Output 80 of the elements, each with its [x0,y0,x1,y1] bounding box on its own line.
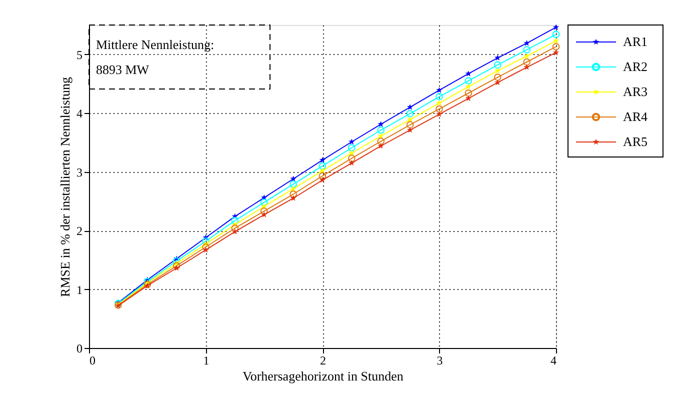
point [436,100,442,106]
x-tick-label: 0 [90,354,96,368]
annotation: 8893 MW [96,62,150,77]
y-tick-label: 4 [76,106,82,121]
point [406,104,414,110]
point [348,154,356,162]
point [406,110,414,118]
y-tick-label: 1 [76,282,82,297]
point [290,180,297,188]
point [552,43,560,50]
point [378,121,384,127]
point [465,70,472,76]
point [231,224,239,232]
point [494,54,501,61]
point [494,68,501,74]
point [348,144,356,152]
y-tick-label: 3 [76,165,82,180]
point [494,79,501,86]
point [464,89,472,97]
point [232,228,238,234]
point [378,132,384,139]
point [436,92,443,100]
y-tick-label: 0 [76,342,82,356]
point [319,167,326,174]
point [202,237,210,245]
point [524,52,530,59]
point [260,212,268,218]
point [552,49,560,56]
x-tick-label: 1 [203,354,210,368]
point [202,246,209,253]
annotation: Mittlere Nennleistung: [96,37,214,52]
point [231,216,239,224]
point [290,195,296,201]
point [290,186,296,192]
legend-label: AR3 [623,84,648,99]
point [319,176,326,183]
point [523,58,530,66]
point [377,126,385,134]
point [260,198,268,206]
point [378,142,384,149]
point [348,150,355,156]
point [436,105,443,113]
point [552,30,560,38]
x-tick-label: 2 [320,354,326,368]
point [172,262,180,270]
point [406,116,414,122]
y-tick-label: 5 [76,48,82,62]
point [436,111,442,117]
point [552,24,560,30]
point [172,257,180,265]
y-tick-label: 2 [76,224,82,238]
point [290,190,297,198]
point [319,156,326,163]
point [348,160,355,166]
point [494,61,502,69]
point [202,243,210,251]
point [524,64,530,70]
legend-label: AR5 [623,134,648,149]
point [318,162,326,170]
point [494,74,502,81]
legend-label: AR1 [623,34,648,49]
legend-label: AR2 [623,59,648,74]
x-tick-label: 4 [550,354,556,368]
point [318,172,326,180]
point [524,40,530,46]
point [465,84,472,90]
point [552,38,560,44]
y-axis-title: RMSE in % der installierten Nennleistung [58,76,72,297]
point [436,87,442,93]
x-axis-title: Vorhersagehorizont in Stunden [242,368,404,384]
point [260,208,268,215]
legend-label: AR4 [623,109,648,124]
point [406,126,414,133]
point [173,264,180,271]
x-tick-label: 3 [436,354,443,368]
point [523,46,530,54]
point [406,121,414,128]
point [377,138,385,145]
point [465,95,472,102]
point [464,77,472,84]
